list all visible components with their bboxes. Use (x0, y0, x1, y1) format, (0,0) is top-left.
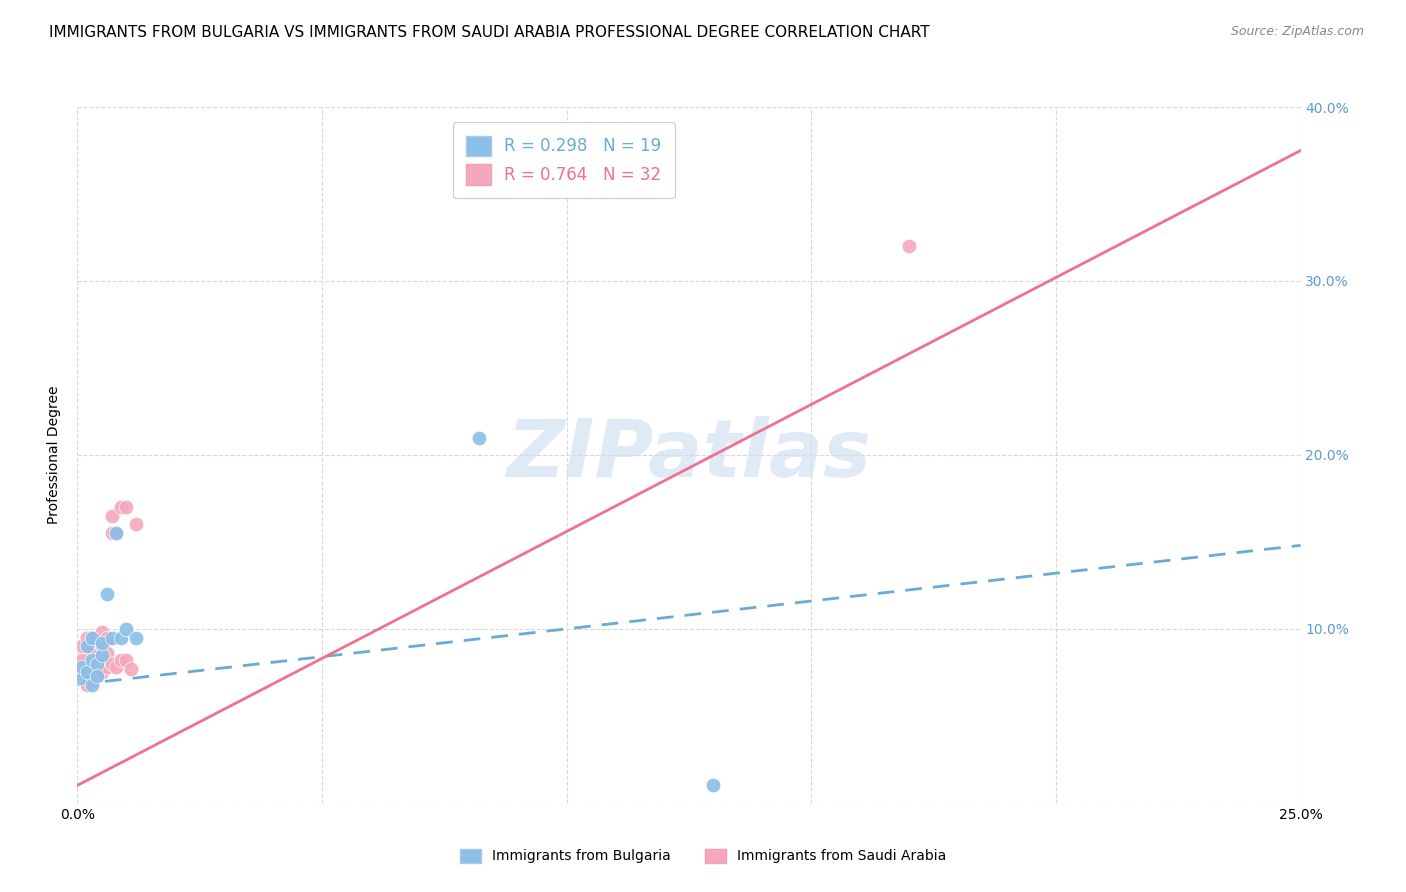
Point (100, 526, 122, 541)
Point (80, 631, 103, 645)
Point (115, 653, 138, 667)
Text: Source: ZipAtlas.com: Source: ZipAtlas.com (1230, 25, 1364, 38)
Legend: R = 0.298   N = 19, R = 0.764   N = 32: R = 0.298 N = 19, R = 0.764 N = 32 (453, 122, 675, 198)
Point (70, 665, 93, 680)
Point (96, 660, 118, 674)
Point (86, 660, 108, 674)
Point (76, 639, 98, 653)
Point (80, 665, 103, 680)
Point (90, 636, 112, 650)
Point (105, 660, 128, 674)
Point (80, 642, 103, 657)
Point (90, 625, 112, 640)
Point (125, 631, 148, 645)
Point (100, 508, 122, 523)
Point (90, 665, 112, 680)
Point (105, 526, 128, 541)
Point (90, 639, 112, 653)
Point (80, 653, 103, 667)
Point (80, 677, 103, 691)
Point (100, 631, 122, 645)
Point (90, 648, 112, 662)
Point (86, 669, 108, 683)
Point (76, 660, 98, 674)
Point (96, 646, 118, 660)
Text: IMMIGRANTS FROM BULGARIA VS IMMIGRANTS FROM SAUDI ARABIA PROFESSIONAL DEGREE COR: IMMIGRANTS FROM BULGARIA VS IMMIGRANTS F… (49, 25, 929, 40)
Legend: Immigrants from Bulgaria, Immigrants from Saudi Arabia: Immigrants from Bulgaria, Immigrants fro… (454, 843, 952, 869)
Point (100, 657, 122, 671)
Point (76, 677, 98, 691)
Point (76, 665, 98, 680)
Point (70, 660, 93, 674)
Point (110, 631, 132, 645)
Point (96, 631, 118, 645)
Point (110, 653, 132, 667)
Point (467, 430, 489, 444)
Point (105, 526, 128, 541)
Point (76, 631, 98, 645)
Point (86, 648, 108, 662)
Point (90, 653, 112, 667)
Point (96, 587, 118, 601)
Point (80, 631, 103, 645)
Point (120, 662, 142, 676)
Point (898, 239, 921, 253)
Point (125, 517, 148, 532)
Point (702, 778, 724, 793)
Text: ZIPatlas: ZIPatlas (506, 416, 872, 494)
Point (86, 657, 108, 671)
Point (86, 669, 108, 683)
Point (110, 500, 132, 514)
Y-axis label: Professional Degree: Professional Degree (48, 385, 62, 524)
Point (115, 622, 138, 636)
Point (115, 500, 138, 514)
Point (70, 653, 93, 667)
Point (80, 674, 103, 689)
Point (70, 671, 93, 685)
Point (70, 639, 93, 653)
